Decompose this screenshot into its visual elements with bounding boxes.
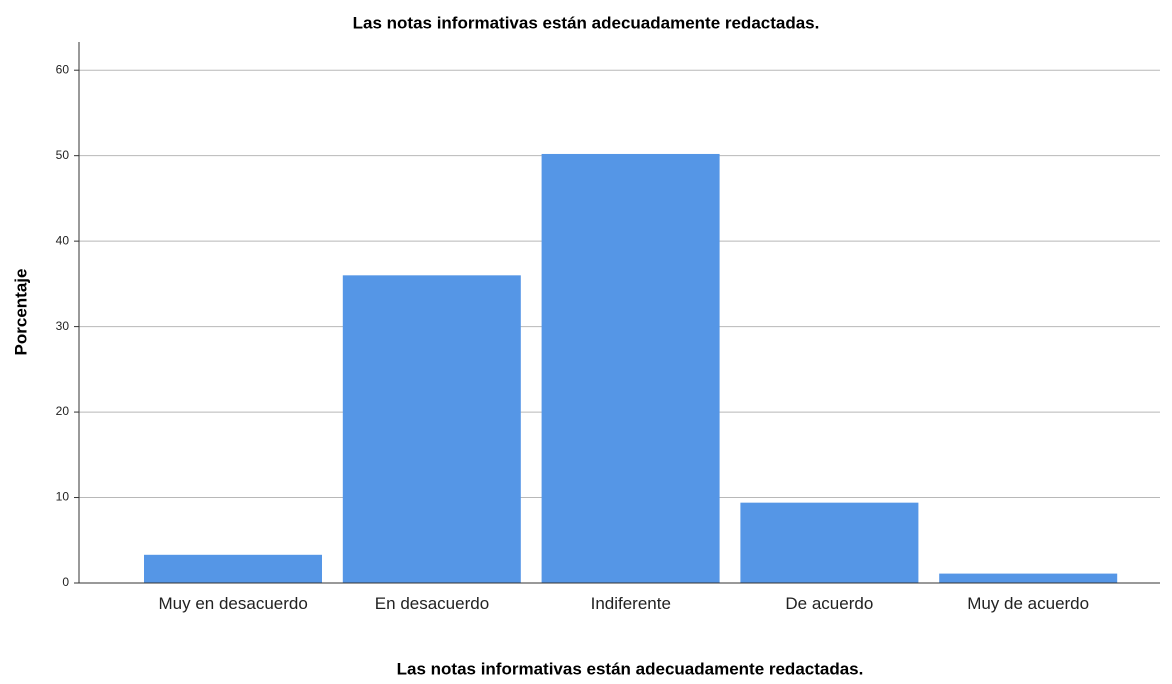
x-tick-label: Muy en desacuerdo: [158, 594, 308, 613]
y-tick-label: 10: [56, 490, 70, 504]
bar: [740, 502, 919, 583]
bar: [541, 153, 720, 583]
bar: [939, 573, 1118, 583]
x-axis-title: Las notas informativas están adecuadamen…: [397, 659, 864, 678]
bar: [144, 554, 322, 583]
x-tick-label: Indiferente: [590, 594, 671, 613]
y-axis-title: Porcentaje: [11, 269, 30, 356]
x-tick-label: De acuerdo: [785, 594, 874, 613]
x-tick-label: Muy de acuerdo: [967, 594, 1090, 613]
chart-title: Las notas informativas están adecuadamen…: [353, 13, 820, 32]
bar: [342, 275, 521, 583]
x-tick-label: En desacuerdo: [374, 594, 490, 613]
y-tick-label: 40: [56, 233, 70, 247]
y-tick-label: 50: [56, 148, 70, 162]
y-tick-label: 0: [62, 575, 69, 589]
y-tick-label: 20: [56, 404, 70, 418]
y-tick-label: 60: [56, 62, 70, 76]
y-tick-label: 30: [56, 319, 70, 333]
